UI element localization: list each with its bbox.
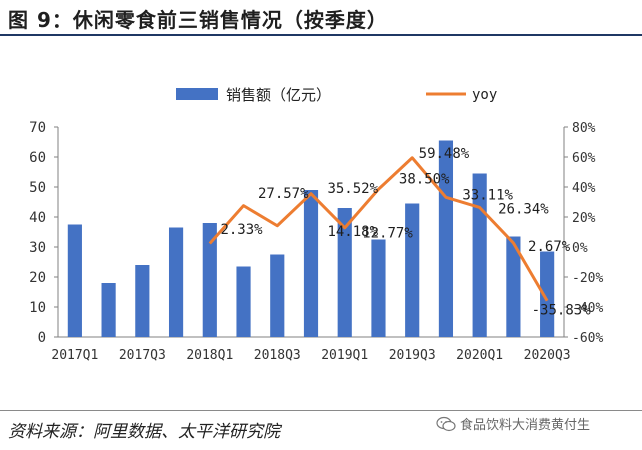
left-tick-label: 50 xyxy=(29,180,46,196)
right-tick-label: -60% xyxy=(572,331,603,346)
sales-bar xyxy=(337,208,352,337)
sales-bar xyxy=(405,203,420,337)
x-tick-label: 2019Q3 xyxy=(389,348,436,363)
sales-bar xyxy=(472,173,487,337)
title-bar: 图 9：休闲零食前三销售情况（按季度） xyxy=(0,0,642,36)
watermark: 食品饮料大消费黄付生 xyxy=(436,414,590,433)
right-tick-label: 20% xyxy=(572,211,596,226)
right-tick-label: 60% xyxy=(572,151,596,166)
sales-bar xyxy=(371,239,386,337)
yoy-data-label: 26.34% xyxy=(498,201,549,217)
yoy-data-label: 59.48% xyxy=(419,146,470,162)
sales-bar xyxy=(101,283,116,337)
yoy-data-label: 27.57% xyxy=(258,186,309,202)
yoy-data-label: 2.67% xyxy=(528,239,571,255)
yoy-data-label: 33.11% xyxy=(462,188,513,204)
legend-line-label: yoy xyxy=(472,87,497,103)
left-tick-label: 70 xyxy=(29,120,46,136)
sales-bar xyxy=(202,223,217,337)
right-tick-label: -40% xyxy=(572,301,603,316)
sales-bar xyxy=(135,265,150,337)
source-note: 资料来源：阿里数据、太平洋研究院 xyxy=(8,422,280,442)
sales-bar xyxy=(236,266,251,337)
sales-bar xyxy=(303,190,319,337)
yoy-data-label: 35.52% xyxy=(327,181,378,197)
legend-bar-swatch xyxy=(176,88,218,100)
wechat-icon xyxy=(436,416,456,431)
right-tick-label: 80% xyxy=(572,121,596,136)
left-tick-label: 30 xyxy=(29,240,46,256)
x-tick-label: 2017Q3 xyxy=(119,348,166,363)
left-tick-label: 10 xyxy=(29,300,46,316)
sales-bar xyxy=(270,254,285,337)
yoy-line xyxy=(208,156,549,302)
left-tick-label: 20 xyxy=(29,270,46,286)
left-tick-label: 60 xyxy=(29,150,46,166)
x-tick-label: 2018Q3 xyxy=(254,348,301,363)
sales-bar xyxy=(540,251,555,337)
sales-bar xyxy=(506,236,521,337)
x-tick-label: 2020Q3 xyxy=(524,348,571,363)
yoy-data-label: 14.18% xyxy=(327,224,378,240)
left-tick-label: 0 xyxy=(38,330,46,346)
legend-bar-label: 销售额（亿元） xyxy=(226,86,331,104)
x-tick-label: 2018Q1 xyxy=(186,348,233,363)
right-tick-label: 40% xyxy=(572,181,596,196)
x-tick-label: 2019Q1 xyxy=(321,348,368,363)
x-tick-label: 2017Q1 xyxy=(51,348,98,363)
right-tick-label: -20% xyxy=(572,271,603,286)
sales-bar xyxy=(67,224,82,337)
yoy-data-label: 12.77% xyxy=(362,226,413,242)
footer-divider xyxy=(0,410,642,411)
chart-title: 图 9：休闲零食前三销售情况（按季度） xyxy=(8,8,388,32)
sales-bar xyxy=(438,140,454,337)
sales-bar xyxy=(168,227,184,337)
left-tick-label: 40 xyxy=(29,210,46,226)
yoy-data-label: -35.83% xyxy=(532,303,592,319)
yoy-data-label: 2.33% xyxy=(220,222,263,238)
combo-chart: 0 10 20 30 40 50 60 70 -60% -40% -20% 0% 20% 40% 60% 80… xyxy=(29,86,603,363)
yoy-data-label: 38.50% xyxy=(399,171,450,187)
watermark-text: 食品饮料大消费黄付生 xyxy=(460,418,591,433)
right-tick-label: 0% xyxy=(572,241,588,256)
x-tick-label: 2020Q1 xyxy=(456,348,503,363)
